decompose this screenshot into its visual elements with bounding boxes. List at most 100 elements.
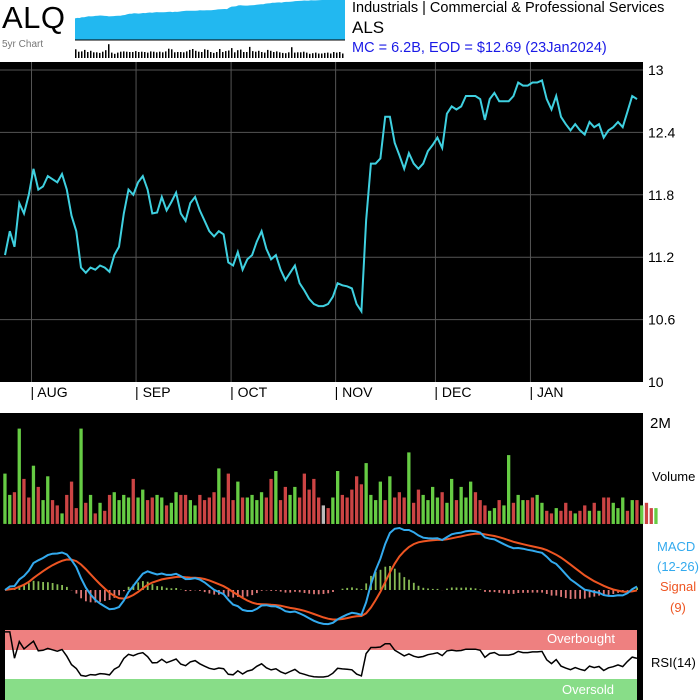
volume-bar (492, 508, 497, 524)
macd-histogram-bar (398, 572, 401, 590)
volume-bar (625, 510, 630, 525)
macd-histogram (9, 566, 638, 603)
volume-bar (416, 489, 421, 525)
volume-bar (535, 494, 539, 525)
volume-bar (212, 492, 216, 524)
volume-bar (445, 502, 449, 524)
mini-volume-bar (135, 51, 137, 58)
mini-volume-bar (288, 52, 290, 58)
volume-bar (278, 500, 283, 524)
volume-bar (521, 500, 525, 524)
volume-bar (131, 478, 135, 524)
macd-histogram-bar (113, 590, 116, 598)
macd-histogram-bar (222, 590, 225, 595)
macd-histogram-bar (203, 590, 206, 593)
volume-bar (640, 505, 644, 524)
mini-volume-bar (87, 52, 89, 58)
mini-volume-bar (204, 49, 206, 58)
volume-bar (374, 500, 378, 524)
volume-bar (293, 486, 297, 524)
macd-histogram-bar (246, 590, 249, 597)
volume-bar (183, 494, 188, 525)
macd-histogram-bar (374, 571, 377, 590)
volume-bar (126, 497, 131, 524)
macd-histogram-bar (389, 566, 391, 590)
macd-histogram-bar (161, 586, 163, 590)
volume-bar (502, 505, 506, 524)
volume-label: Volume (652, 469, 695, 484)
mini-volume-bar (231, 48, 233, 58)
macd-legend: MACD (657, 539, 695, 554)
signal-legend: Signal (660, 579, 696, 594)
mini-volume-bar (99, 52, 101, 58)
mini-volume-bar (285, 53, 287, 58)
volume-bar (264, 497, 268, 524)
mini-volume-bar (270, 50, 272, 58)
mini-volume-bar (138, 52, 140, 58)
volume-bar (478, 500, 482, 524)
volume-bar (269, 478, 273, 524)
mini-volume-bar (195, 50, 197, 58)
price-x-tick: | NOV (335, 384, 374, 400)
volume-bar (259, 492, 264, 524)
volume-bar (155, 494, 159, 525)
volume-bar (69, 481, 74, 524)
mini-volume-bar (267, 49, 269, 58)
volume-bar (592, 502, 596, 524)
price-x-tick: | OCT (230, 384, 268, 400)
price-y-tick: 10.6 (648, 312, 675, 328)
price-x-tick: | AUG (31, 384, 68, 400)
mini-volume-bar (165, 51, 167, 58)
macd-histogram-bar (436, 588, 439, 590)
volume-bar (450, 478, 454, 524)
overbought-label: Overbought (547, 631, 615, 646)
macd-histogram-bar (579, 590, 581, 599)
volume-bar (179, 494, 183, 525)
mini-volume-bar (237, 50, 239, 58)
volume-bar (188, 500, 192, 524)
macd-histogram-bar (270, 590, 273, 591)
volume-bar (193, 505, 197, 524)
macd-histogram-bar (351, 587, 353, 590)
rsi-label: RSI(14) (651, 655, 696, 670)
volume-bar (112, 492, 116, 524)
volume-bar (3, 473, 7, 524)
macd-histogram-bar (531, 590, 534, 593)
macd-histogram-bar (322, 590, 325, 594)
volume-bar (117, 500, 121, 524)
mini-volume-bar (177, 52, 179, 58)
mini-volume-bar (129, 52, 131, 58)
mini-volume-bar (75, 49, 77, 58)
volume-bar (611, 502, 615, 524)
mini-volume-bar (78, 51, 80, 58)
macd-histogram-bar (123, 590, 125, 592)
macd-histogram-bar (189, 590, 192, 591)
mini-volume-bar (171, 49, 173, 58)
macd-histogram-bar (507, 590, 510, 594)
macd-histogram-bar (384, 566, 387, 590)
volume-bar (88, 494, 93, 525)
macd-histogram-bar (298, 590, 301, 593)
mini-volume-bar (159, 51, 161, 58)
volume-bar (202, 500, 207, 524)
volume-bar (635, 500, 639, 524)
volume-bar (393, 497, 397, 524)
volume-bar (654, 508, 658, 524)
price-y-tick: 12.4 (648, 124, 675, 140)
volume-bars (3, 428, 658, 525)
volume-bar (250, 494, 254, 525)
mini-volume-bar (180, 52, 182, 58)
volume-bar (606, 497, 611, 524)
mini-volume-bar (108, 44, 110, 58)
macd-histogram-bar (403, 577, 406, 590)
mini-volume-bar (240, 49, 242, 58)
mini-volume-bar (162, 52, 164, 58)
volume-bar (79, 428, 83, 524)
mini-volume-bar (201, 52, 203, 58)
volume-bar (369, 494, 373, 525)
mini-volume-bar (303, 51, 305, 58)
macd-histogram-bar (488, 590, 491, 593)
volume-bar (511, 502, 516, 524)
mini-volume-bar (96, 52, 98, 58)
macd-histogram-bar (170, 588, 173, 590)
